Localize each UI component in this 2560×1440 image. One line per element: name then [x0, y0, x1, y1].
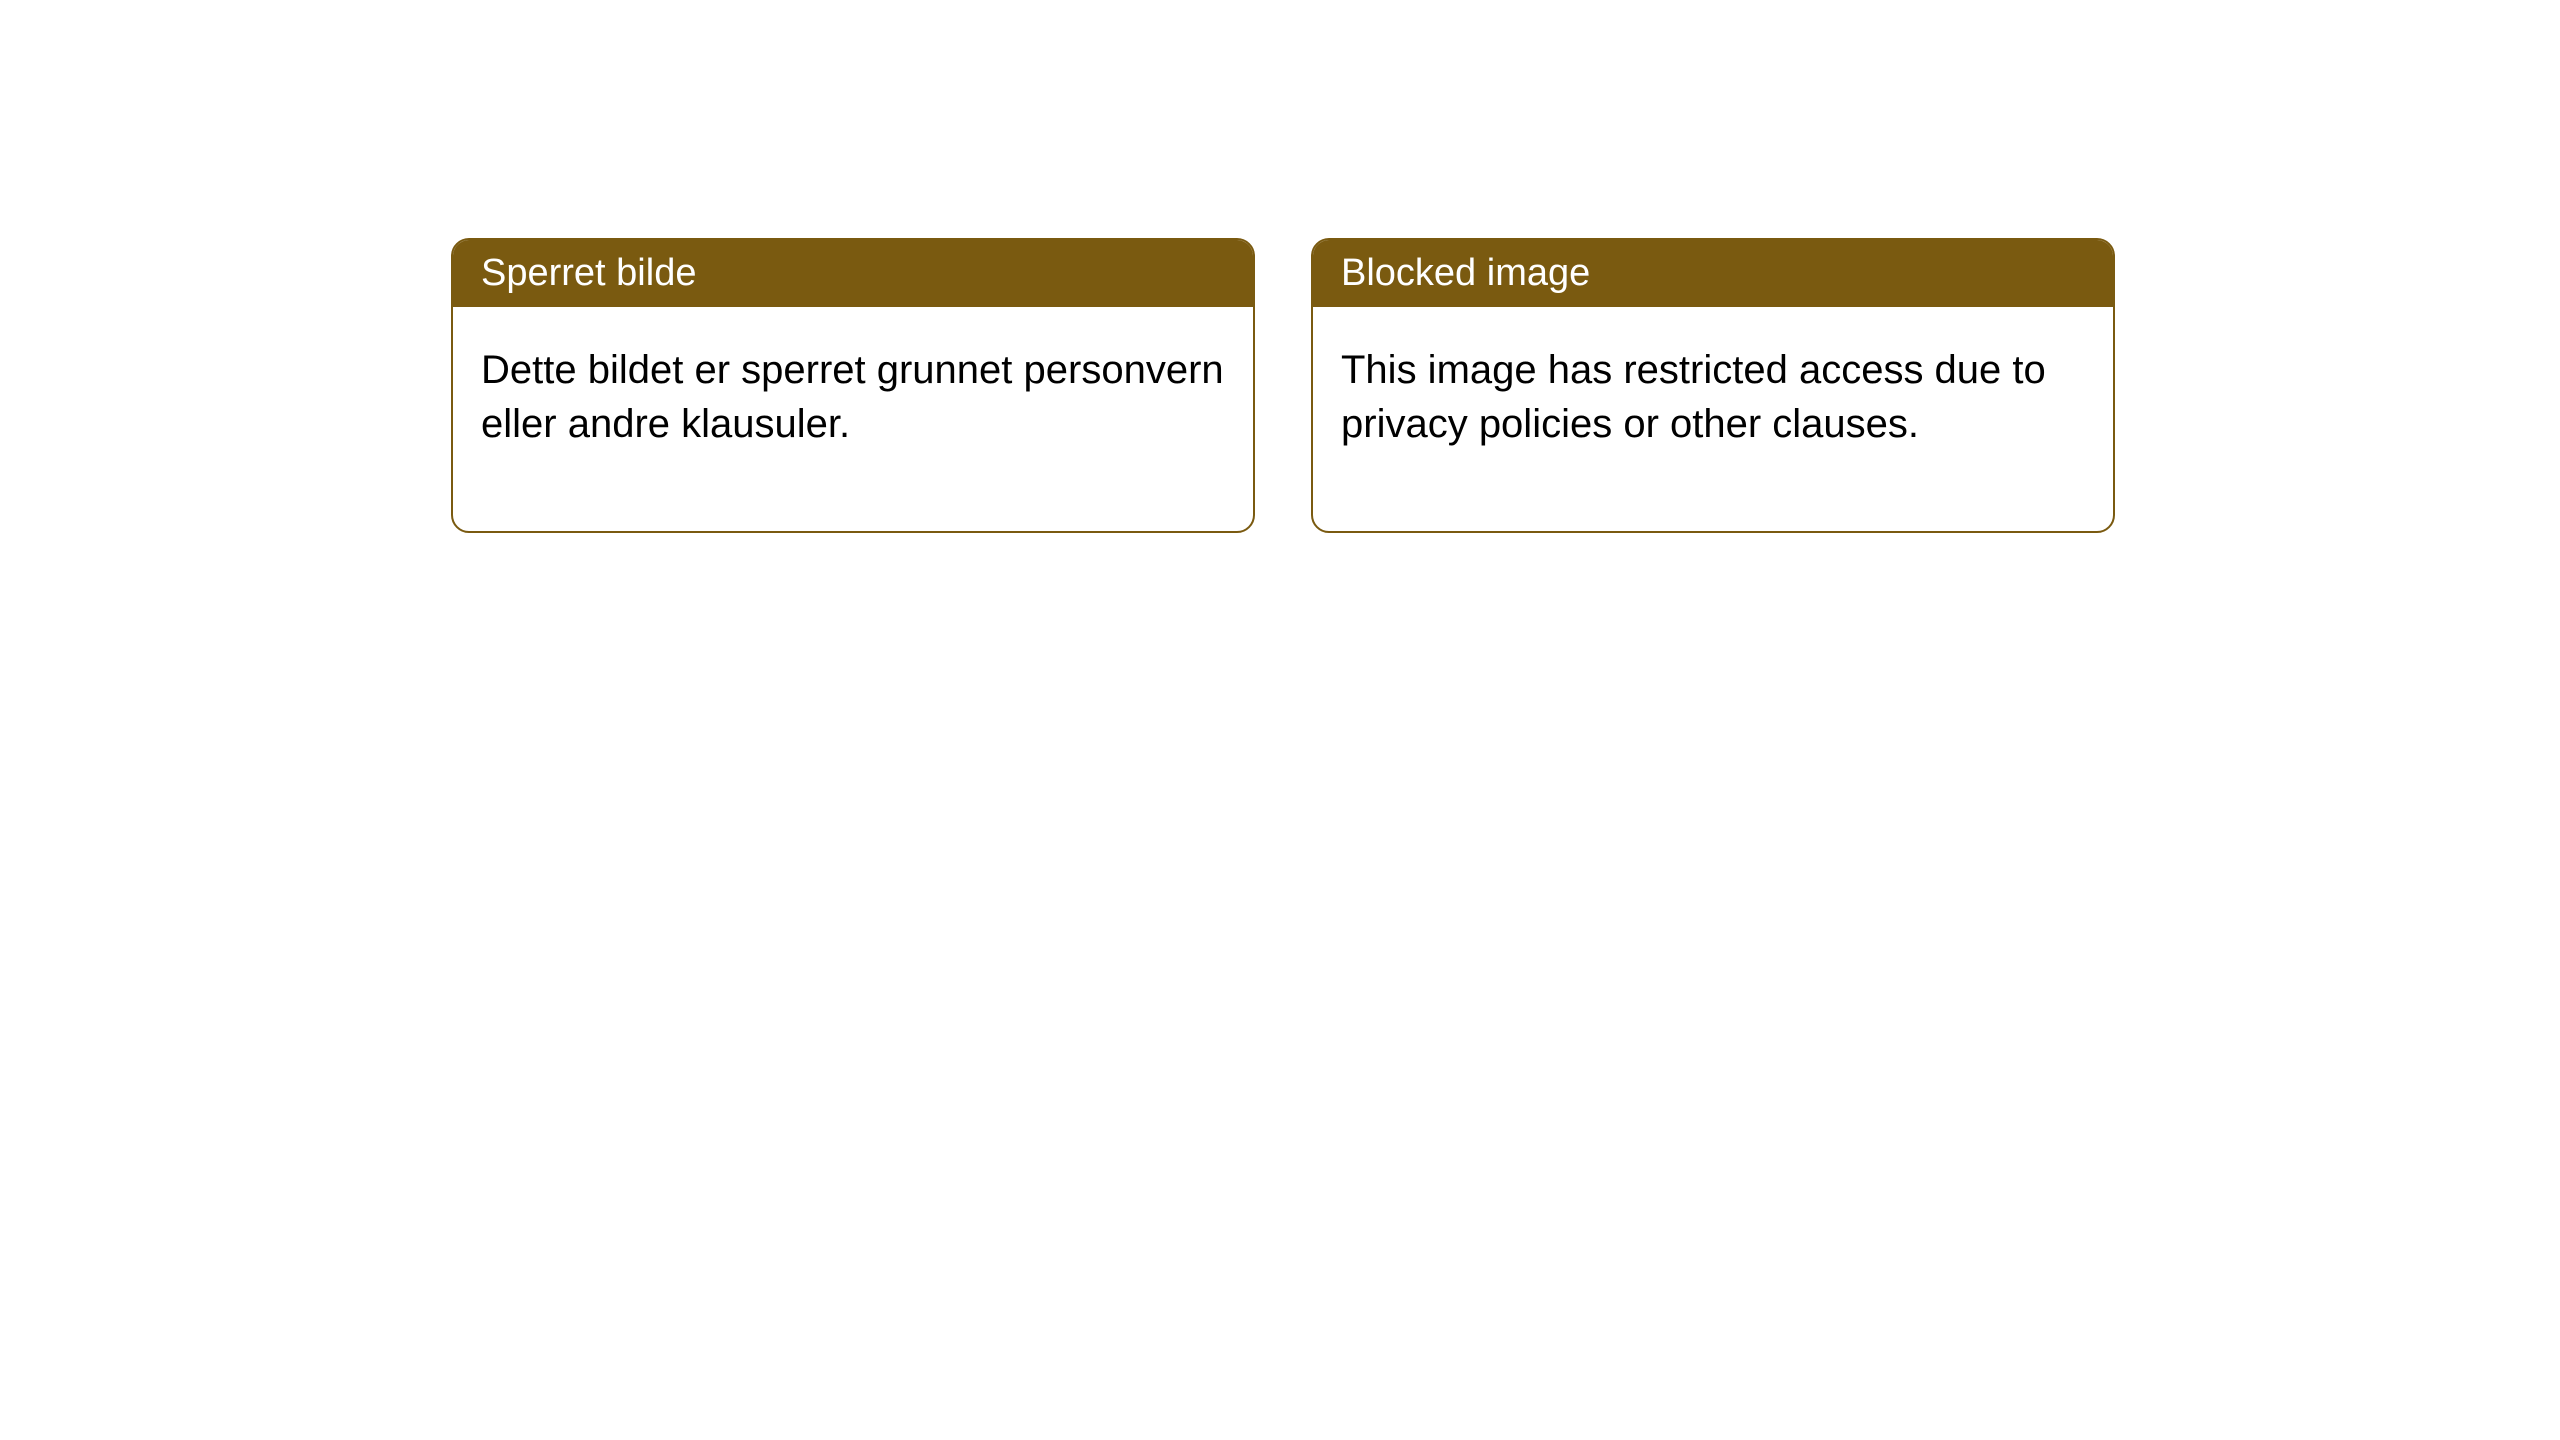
notice-header: Sperret bilde: [453, 240, 1253, 307]
notice-cards-container: Sperret bilde Dette bildet er sperret gr…: [451, 238, 2115, 533]
notice-card-norwegian: Sperret bilde Dette bildet er sperret gr…: [451, 238, 1255, 533]
notice-body: This image has restricted access due to …: [1313, 307, 2113, 531]
notice-header: Blocked image: [1313, 240, 2113, 307]
notice-body: Dette bildet er sperret grunnet personve…: [453, 307, 1253, 531]
notice-card-english: Blocked image This image has restricted …: [1311, 238, 2115, 533]
